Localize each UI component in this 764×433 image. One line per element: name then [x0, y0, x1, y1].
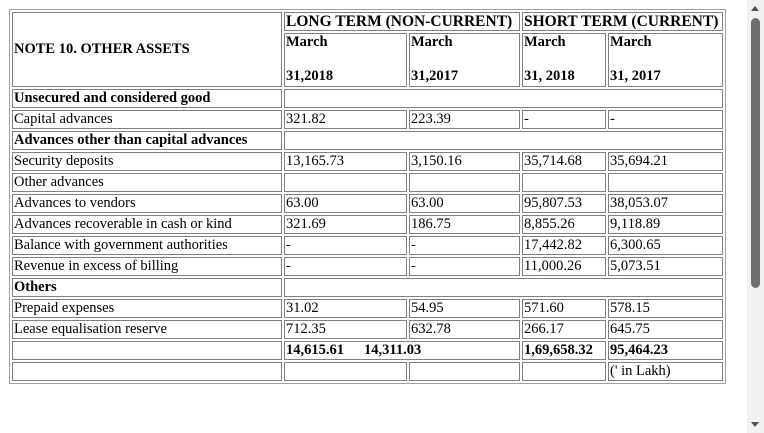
value-cell: 6,300.65	[608, 236, 723, 255]
table-row: Prepaid expenses 31.02 54.95 571.60 578.…	[12, 299, 723, 318]
other-assets-table: NOTE 10. OTHER ASSETS LONG TERM (NON-CUR…	[9, 9, 726, 384]
table-row: Advances recoverable in cash or kind 321…	[12, 215, 723, 234]
short-term-header: SHORT TERM (CURRENT)	[522, 12, 723, 31]
row-label: Lease equalisation reserve	[12, 320, 282, 339]
table-row: Lease equalisation reserve 712.35 632.78…	[12, 320, 723, 339]
section-spacer	[284, 131, 723, 150]
value-cell: 321.69	[284, 215, 407, 234]
table-row: Advances to vendors 63.00 63.00 95,807.5…	[12, 194, 723, 213]
document-viewport: NOTE 10. OTHER ASSETS LONG TERM (NON-CUR…	[9, 9, 726, 384]
totals-row: 14,615.61 14,311.03 1,69,658.32 95,464.23	[12, 341, 723, 360]
value-cell: 712.35	[284, 320, 407, 339]
empty-cell	[409, 362, 520, 381]
section-title: Unsecured and considered good	[12, 89, 282, 108]
table-row: Security deposits 13,165.73 3,150.16 35,…	[12, 152, 723, 171]
value-cell: -	[409, 257, 520, 276]
value-cell: -	[284, 236, 407, 255]
table-row: Revenue in excess of billing - - 11,000.…	[12, 257, 723, 276]
date-header-lt-2017: March 31,2017	[409, 33, 520, 87]
value-cell: 35,694.21	[608, 152, 723, 171]
value-cell	[409, 173, 520, 192]
value-cell: 35,714.68	[522, 152, 606, 171]
value-cell: 63.00	[409, 194, 520, 213]
empty-cell	[284, 362, 407, 381]
value-cell: 578.15	[608, 299, 723, 318]
vertical-scrollbar[interactable]	[747, 0, 764, 433]
table-row: Other advances	[12, 173, 723, 192]
row-label: Advances to vendors	[12, 194, 282, 213]
value-cell: -	[522, 110, 606, 129]
value-cell: -	[409, 236, 520, 255]
value-cell: 17,442.82	[522, 236, 606, 255]
scroll-down-arrow-icon[interactable]	[747, 416, 764, 433]
value-cell: 186.75	[409, 215, 520, 234]
value-cell: 38,053.07	[608, 194, 723, 213]
table-row: Capital advances 321.82 223.39 - -	[12, 110, 723, 129]
value-cell: 571.60	[522, 299, 606, 318]
value-cell: 54.95	[409, 299, 520, 318]
value-cell: 5,073.51	[608, 257, 723, 276]
value-cell: 63.00	[284, 194, 407, 213]
date-header-st-2017: March 31, 2017	[608, 33, 723, 87]
unit-row: (' in Lakh)	[12, 362, 723, 381]
value-cell: 321.82	[284, 110, 407, 129]
total-lt-2018: 14,615.61	[286, 342, 344, 358]
value-cell: 95,807.53	[522, 194, 606, 213]
section-spacer	[284, 89, 723, 108]
section-header-row: Others	[12, 278, 723, 297]
section-title: Others	[12, 278, 282, 297]
table-row: Balance with government authorities - - …	[12, 236, 723, 255]
empty-cell	[12, 362, 282, 381]
unit-note: (' in Lakh)	[608, 362, 723, 381]
value-cell: 632.78	[409, 320, 520, 339]
value-cell: 3,150.16	[409, 152, 520, 171]
row-label: Advances recoverable in cash or kind	[12, 215, 282, 234]
section-title: Advances other than capital advances	[12, 131, 282, 150]
value-cell	[284, 173, 407, 192]
section-header-row: Unsecured and considered good	[12, 89, 723, 108]
value-cell	[522, 173, 606, 192]
value-cell: 9,118.89	[608, 215, 723, 234]
row-label: Balance with government authorities	[12, 236, 282, 255]
scroll-up-arrow-icon[interactable]	[747, 0, 764, 17]
total-st-2017: 95,464.23	[608, 341, 723, 360]
value-cell: -	[284, 257, 407, 276]
value-cell: 223.39	[409, 110, 520, 129]
row-label: Prepaid expenses	[12, 299, 282, 318]
date-header-lt-2018: March 31,2018	[284, 33, 407, 87]
long-term-header: LONG TERM (NON-CURRENT)	[284, 12, 520, 31]
total-long-term: 14,615.61 14,311.03	[284, 341, 520, 360]
value-cell	[608, 173, 723, 192]
value-cell: 11,000.26	[522, 257, 606, 276]
total-st-2018: 1,69,658.32	[522, 341, 606, 360]
value-cell: 8,855.26	[522, 215, 606, 234]
empty-cell	[522, 362, 606, 381]
scrollbar-thumb[interactable]	[751, 18, 760, 288]
row-label: Capital advances	[12, 110, 282, 129]
value-cell: 13,165.73	[284, 152, 407, 171]
section-header-row: Advances other than capital advances	[12, 131, 723, 150]
value-cell: -	[608, 110, 723, 129]
row-label: Security deposits	[12, 152, 282, 171]
note-title: NOTE 10. OTHER ASSETS	[12, 12, 282, 87]
date-header-st-2018: March 31, 2018	[522, 33, 606, 87]
value-cell: 645.75	[608, 320, 723, 339]
totals-label-cell	[12, 341, 282, 360]
row-label: Revenue in excess of billing	[12, 257, 282, 276]
value-cell: 31.02	[284, 299, 407, 318]
value-cell: 266.17	[522, 320, 606, 339]
total-lt-2017: 14,311.03	[364, 342, 422, 358]
row-label: Other advances	[12, 173, 282, 192]
section-spacer	[284, 278, 723, 297]
